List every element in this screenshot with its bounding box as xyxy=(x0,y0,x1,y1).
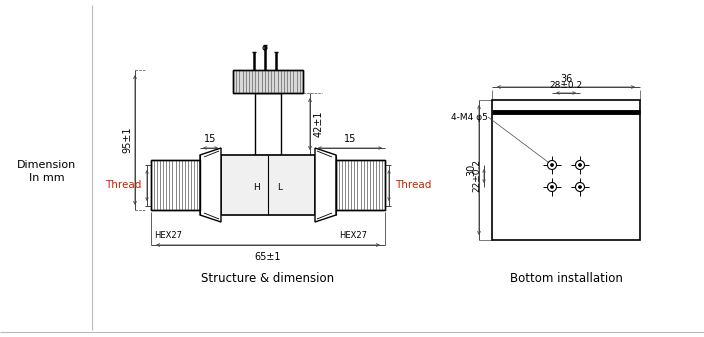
Polygon shape xyxy=(200,148,221,222)
Text: HEX27: HEX27 xyxy=(339,231,367,240)
Circle shape xyxy=(551,163,553,166)
Bar xyxy=(492,100,640,240)
Bar xyxy=(255,93,281,155)
Text: 65±1: 65±1 xyxy=(255,252,282,262)
Circle shape xyxy=(548,160,556,170)
Circle shape xyxy=(579,163,582,166)
Bar xyxy=(151,160,200,210)
Text: 42±1: 42±1 xyxy=(314,111,324,137)
Bar xyxy=(336,160,385,210)
Bar xyxy=(151,160,200,210)
Text: H: H xyxy=(253,183,259,191)
Text: 95±1: 95±1 xyxy=(122,127,132,153)
Text: 28±0.2: 28±0.2 xyxy=(549,81,583,90)
Text: Bottom installation: Bottom installation xyxy=(510,272,622,284)
Text: 15: 15 xyxy=(344,134,356,144)
Bar xyxy=(233,70,303,93)
Text: 15: 15 xyxy=(204,134,217,144)
Text: 36: 36 xyxy=(560,74,572,84)
Bar xyxy=(336,160,385,210)
Text: Thread: Thread xyxy=(395,180,432,190)
Circle shape xyxy=(575,183,584,191)
Circle shape xyxy=(579,185,582,188)
Text: In mm: In mm xyxy=(29,173,65,183)
Text: 22±0.2: 22±0.2 xyxy=(472,159,481,192)
Text: HEX27: HEX27 xyxy=(154,231,182,240)
Text: Thread: Thread xyxy=(105,180,141,190)
Text: 4-M4 φ5: 4-M4 φ5 xyxy=(451,113,488,122)
Text: 30: 30 xyxy=(466,164,476,176)
Text: Structure & dimension: Structure & dimension xyxy=(201,272,334,284)
Circle shape xyxy=(551,185,553,188)
Circle shape xyxy=(575,160,584,170)
Text: Dimension: Dimension xyxy=(18,160,77,170)
Text: L: L xyxy=(277,183,282,191)
Circle shape xyxy=(548,183,556,191)
Bar xyxy=(233,70,303,93)
Bar xyxy=(221,155,315,215)
Polygon shape xyxy=(315,148,336,222)
